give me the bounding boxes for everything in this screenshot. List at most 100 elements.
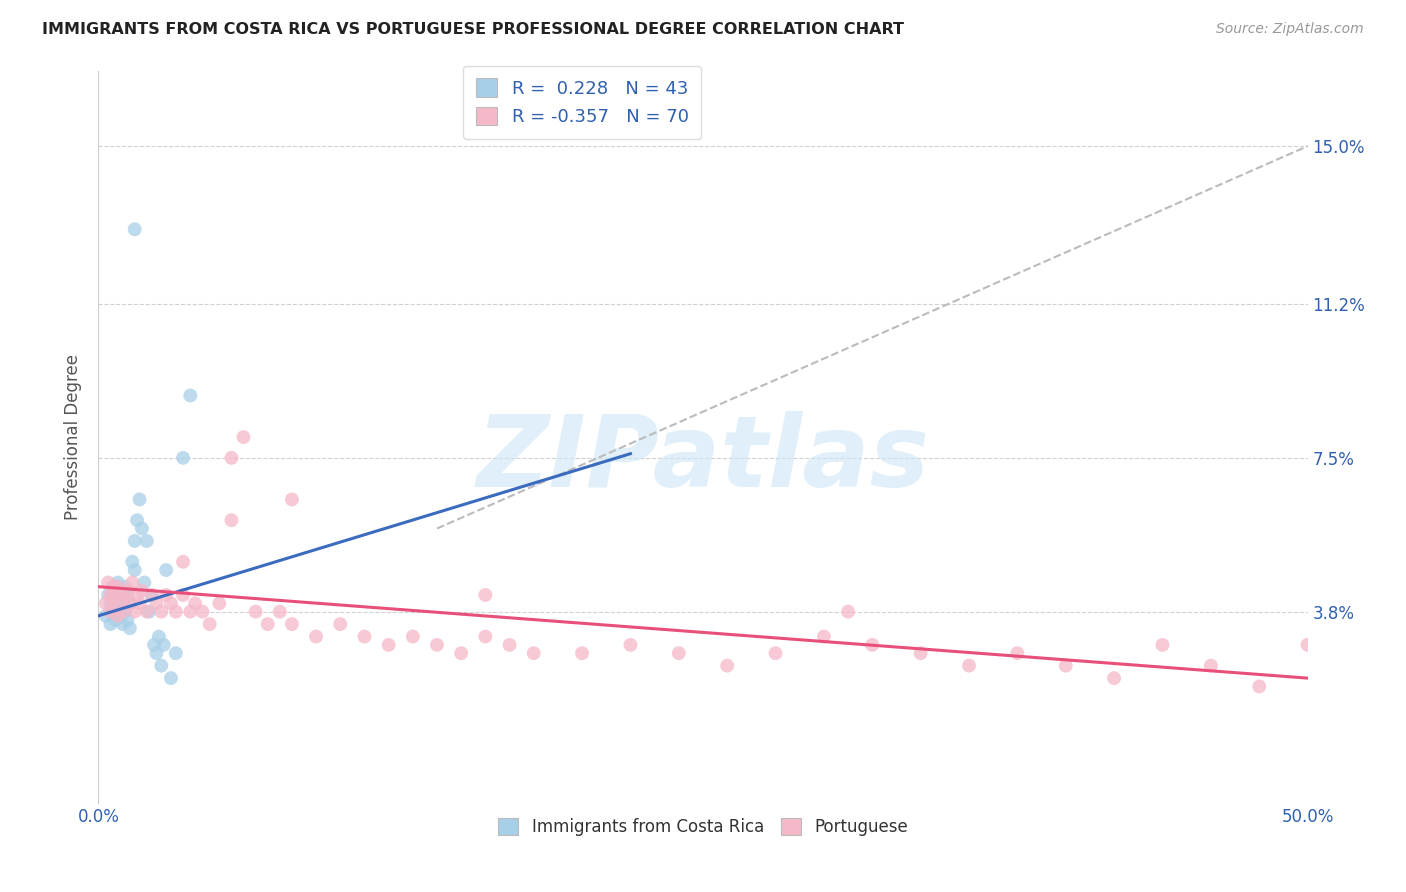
Point xyxy=(305,630,328,644)
Point xyxy=(104,600,127,615)
Point xyxy=(523,646,546,660)
Point xyxy=(118,596,141,610)
Point xyxy=(837,605,859,619)
Point xyxy=(135,605,157,619)
Point xyxy=(117,583,139,598)
Point xyxy=(127,513,149,527)
Point xyxy=(1199,658,1222,673)
Point xyxy=(97,588,120,602)
Point xyxy=(208,596,231,610)
Point xyxy=(104,596,127,610)
Point xyxy=(860,638,883,652)
Point xyxy=(198,617,221,632)
Point xyxy=(143,638,166,652)
Point xyxy=(104,583,127,598)
Point xyxy=(172,450,194,465)
Point xyxy=(107,575,129,590)
Point xyxy=(121,575,143,590)
Point xyxy=(813,630,835,644)
Point xyxy=(1102,671,1125,685)
Point xyxy=(100,596,122,610)
Point xyxy=(135,533,157,548)
Point xyxy=(910,646,932,660)
Point xyxy=(141,588,163,602)
Point xyxy=(118,621,141,635)
Point xyxy=(165,646,187,660)
Point xyxy=(111,592,134,607)
Point xyxy=(191,605,214,619)
Point xyxy=(107,592,129,607)
Point xyxy=(124,605,146,619)
Point xyxy=(571,646,593,660)
Point xyxy=(128,492,150,507)
Point xyxy=(145,646,167,660)
Point xyxy=(117,588,139,602)
Point xyxy=(474,630,496,644)
Point xyxy=(256,617,278,632)
Point xyxy=(184,596,207,610)
Point xyxy=(402,630,425,644)
Point xyxy=(165,605,187,619)
Point xyxy=(134,575,156,590)
Point xyxy=(101,592,124,607)
Point xyxy=(377,638,399,652)
Point xyxy=(104,613,127,627)
Point xyxy=(498,638,520,652)
Point xyxy=(1054,658,1077,673)
Point xyxy=(100,617,122,632)
Point xyxy=(114,580,136,594)
Point xyxy=(94,608,117,623)
Point xyxy=(619,638,641,652)
Point xyxy=(111,617,134,632)
Point xyxy=(117,613,139,627)
Point xyxy=(124,533,146,548)
Point xyxy=(150,605,173,619)
Point xyxy=(114,592,136,607)
Point xyxy=(957,658,980,673)
Point xyxy=(101,580,124,594)
Point xyxy=(128,596,150,610)
Point xyxy=(101,588,124,602)
Point xyxy=(141,588,163,602)
Point xyxy=(152,638,174,652)
Point xyxy=(148,630,170,644)
Point xyxy=(716,658,738,673)
Point xyxy=(179,388,201,402)
Point xyxy=(124,222,146,236)
Point xyxy=(94,596,117,610)
Legend: Immigrants from Costa Rica, Portuguese: Immigrants from Costa Rica, Portuguese xyxy=(488,807,918,846)
Point xyxy=(450,646,472,660)
Text: Source: ZipAtlas.com: Source: ZipAtlas.com xyxy=(1216,22,1364,37)
Point xyxy=(150,658,173,673)
Point xyxy=(353,630,375,644)
Point xyxy=(232,430,254,444)
Point xyxy=(172,555,194,569)
Point xyxy=(138,605,160,619)
Point xyxy=(1152,638,1174,652)
Point xyxy=(329,617,352,632)
Point xyxy=(160,596,183,610)
Point xyxy=(1007,646,1029,660)
Point xyxy=(121,555,143,569)
Point xyxy=(155,563,177,577)
Point xyxy=(221,450,243,465)
Point xyxy=(155,588,177,602)
Point xyxy=(104,580,127,594)
Text: IMMIGRANTS FROM COSTA RICA VS PORTUGUESE PROFESSIONAL DEGREE CORRELATION CHART: IMMIGRANTS FROM COSTA RICA VS PORTUGUESE… xyxy=(42,22,904,37)
Point xyxy=(765,646,787,660)
Point xyxy=(107,580,129,594)
Point xyxy=(426,638,449,652)
Point xyxy=(108,608,131,623)
Point xyxy=(172,588,194,602)
Point xyxy=(160,671,183,685)
Point xyxy=(245,605,267,619)
Point xyxy=(127,588,149,602)
Point xyxy=(100,588,122,602)
Point xyxy=(474,588,496,602)
Point xyxy=(124,563,146,577)
Point xyxy=(281,617,304,632)
Point xyxy=(107,608,129,623)
Point xyxy=(108,583,131,598)
Point xyxy=(269,605,291,619)
Point xyxy=(179,605,201,619)
